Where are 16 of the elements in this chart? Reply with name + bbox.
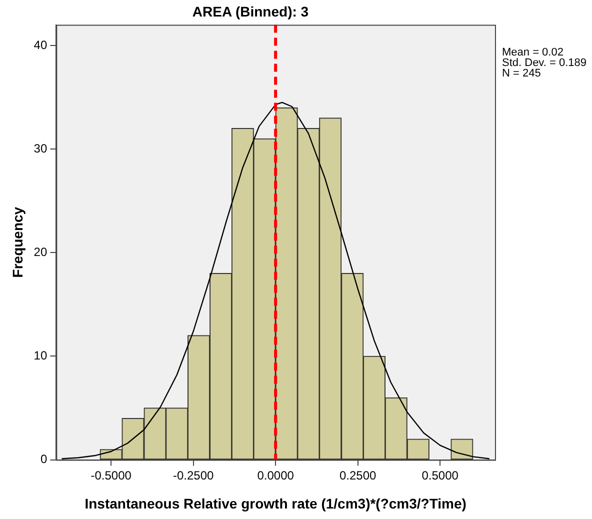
x-tick-label: 0.0000: [257, 468, 294, 482]
text: Std. Dev. = 0.189: [502, 56, 586, 69]
y-tick-label: 40: [34, 38, 48, 52]
y-tick-label: 0: [40, 452, 48, 466]
y-tick-label: 20: [34, 244, 48, 259]
x-tick-label: -0.2500: [172, 468, 214, 482]
x-tick-label: 0.2500: [339, 468, 376, 482]
y-axis-title: Frequency: [9, 206, 26, 278]
y-tick-label: 30: [34, 141, 48, 156]
x-axis-title: Instantaneous Relative growth rate (1/cm3)*(?cm3/?Time): [84, 495, 466, 512]
chart-title: AREA (Binned): 3: [192, 3, 309, 20]
x-tick-label: 0.5000: [422, 468, 459, 482]
x-tick-label: -0.5000: [90, 468, 132, 482]
text: N = 245: [502, 67, 541, 80]
text: Mean = 0.02: [502, 46, 564, 58]
y-tick-label: 10: [34, 348, 48, 363]
